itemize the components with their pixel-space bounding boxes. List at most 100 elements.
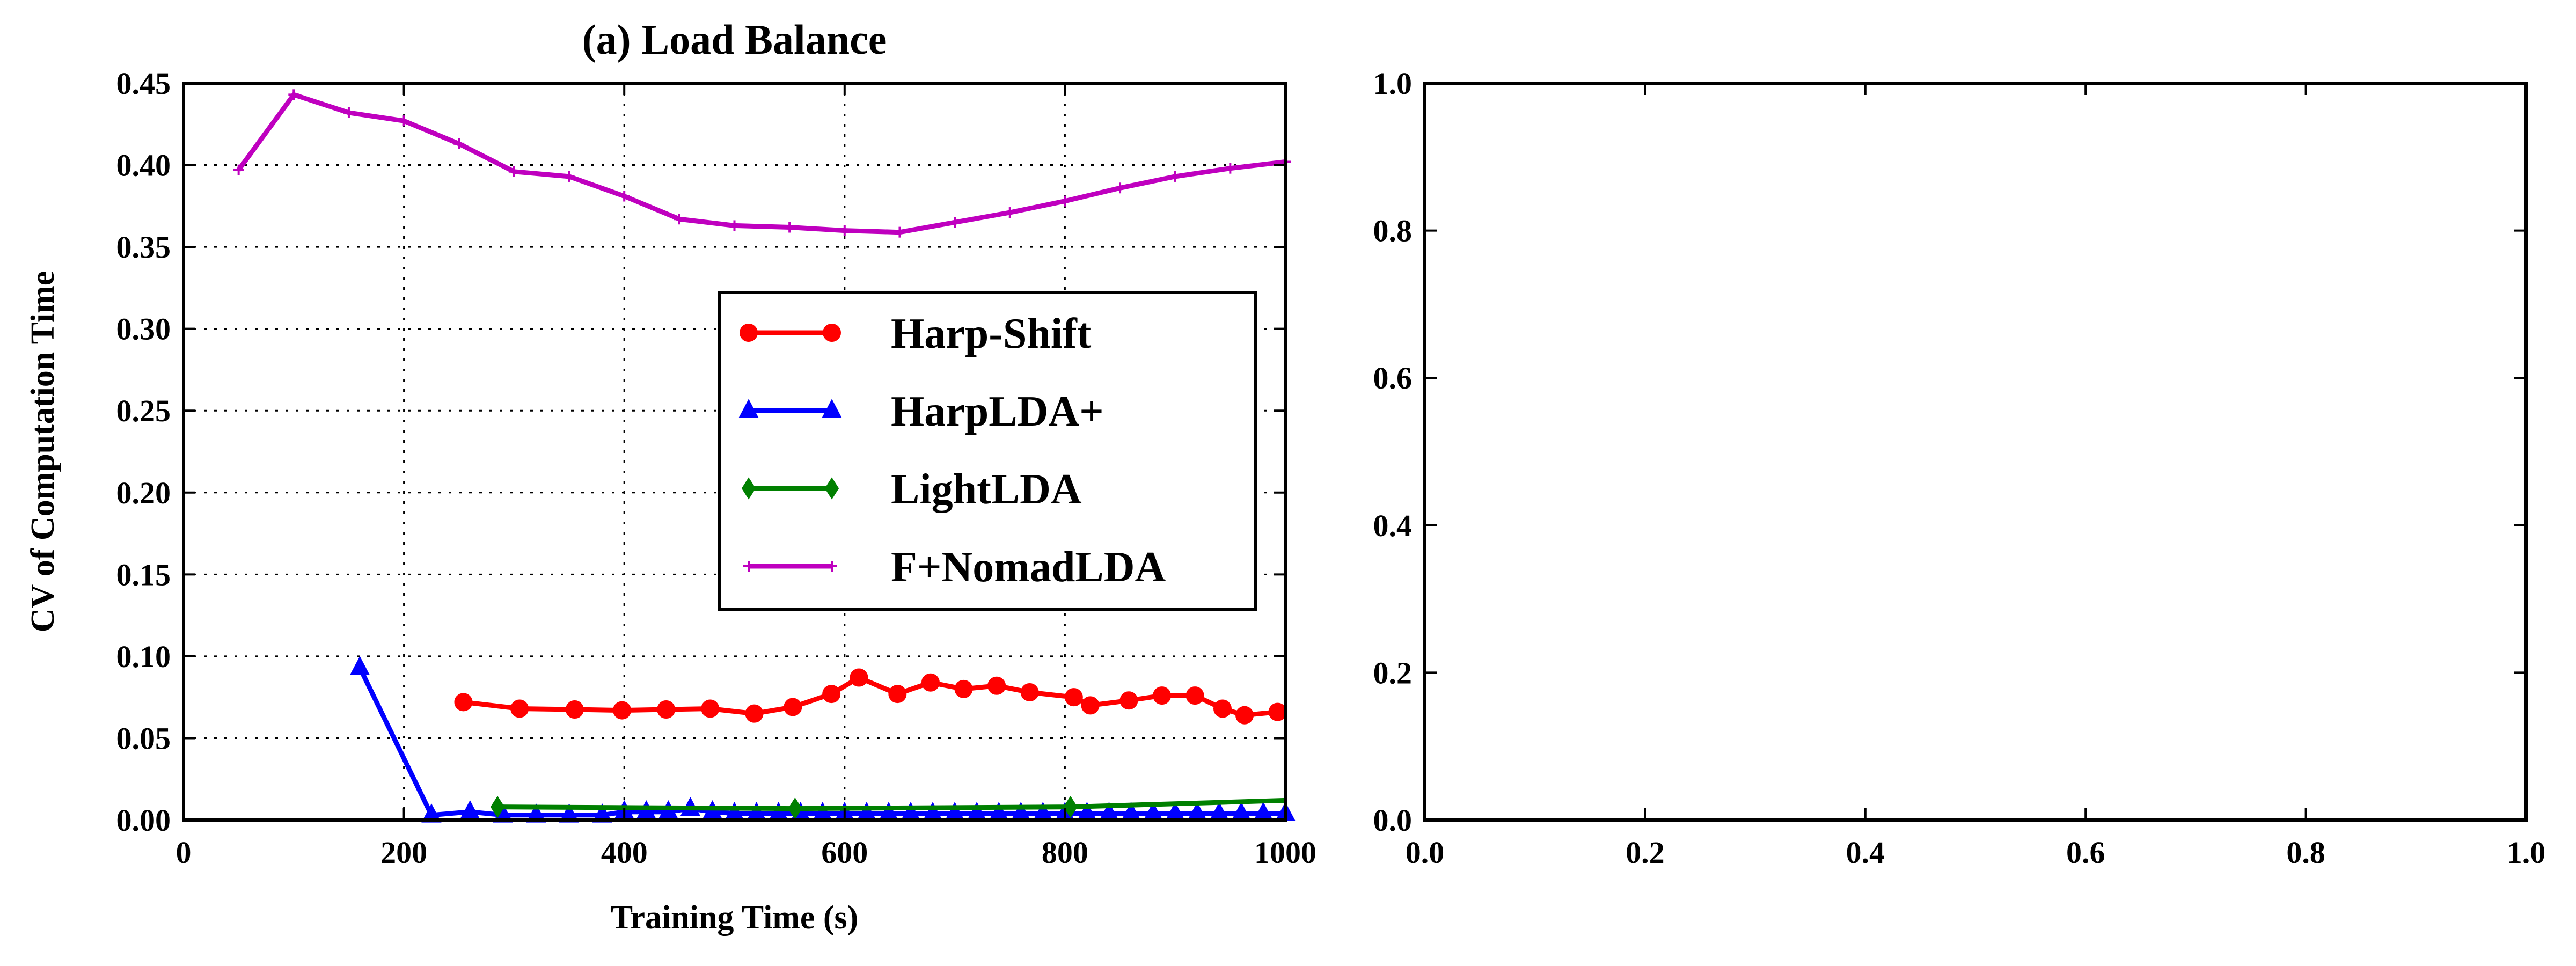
y-tick-label: 0.15 xyxy=(116,557,171,592)
x-axis-title: Training Time (s) xyxy=(611,899,859,936)
triangle-marker xyxy=(822,399,842,418)
circle-marker xyxy=(888,685,907,704)
plus-marker xyxy=(453,138,465,149)
series-lightlda xyxy=(490,795,1286,820)
x-tick-label: 800 xyxy=(1042,835,1088,870)
circle-marker xyxy=(987,676,1006,695)
circle-marker xyxy=(1064,688,1083,707)
y-tick-label: 0.10 xyxy=(116,639,171,674)
y-tick-label: 0.30 xyxy=(116,312,171,347)
plus-marker xyxy=(508,166,519,177)
legend-label: LightLDA xyxy=(891,466,1082,513)
x-tick-label: 0.8 xyxy=(2286,835,2325,870)
triangle-marker xyxy=(421,803,442,823)
y-tick-label: 0.35 xyxy=(116,230,171,265)
circle-marker xyxy=(954,679,973,698)
plus-marker xyxy=(949,217,961,228)
y-tick-label: 0.05 xyxy=(116,721,171,756)
x-tick-label: 0.2 xyxy=(1626,835,1665,870)
triangle-marker xyxy=(349,656,370,675)
circle-marker xyxy=(613,701,632,720)
circle-marker xyxy=(657,700,676,719)
circle-marker xyxy=(1185,686,1204,705)
triangle-marker xyxy=(592,803,612,823)
plus-marker xyxy=(1115,182,1126,194)
plus-marker xyxy=(564,171,575,182)
plus-marker xyxy=(288,89,299,100)
y-tick-label: 0.25 xyxy=(116,393,171,428)
plus-marker xyxy=(826,561,837,572)
series-harp-shift xyxy=(454,668,1287,724)
circle-marker xyxy=(1153,686,1172,705)
diamond-marker xyxy=(824,477,839,500)
x-tick-label: 0.6 xyxy=(2066,835,2105,870)
y-tick-label: 0.0 xyxy=(1373,803,1413,838)
diamond-marker xyxy=(490,795,505,818)
plus-marker xyxy=(1059,195,1071,207)
plus-marker xyxy=(233,164,244,175)
circle-marker xyxy=(850,668,868,687)
series-harplda xyxy=(349,656,1296,823)
circle-marker xyxy=(1081,696,1100,715)
plus-marker xyxy=(674,214,685,225)
x-tick-label: 200 xyxy=(380,835,427,870)
circle-marker xyxy=(921,673,940,692)
plus-marker xyxy=(894,226,905,238)
plus-marker xyxy=(619,191,630,202)
plus-marker xyxy=(784,222,795,233)
circle-marker xyxy=(1119,691,1138,710)
circle-marker xyxy=(1235,706,1254,724)
x-tick-label: 0 xyxy=(176,835,192,870)
legend: Harp-Shift HarpLDA+ LightLDA F+NomadLDA xyxy=(718,291,1257,611)
empty-chart: 0.0 0.2 0.4 0.6 0.8 1.0 0.0 0.2 0.4 0.6 0.8 1.0 xyxy=(1373,66,2546,870)
plus-marker xyxy=(1169,171,1181,182)
circle-marker xyxy=(510,699,529,718)
series-line xyxy=(497,797,1286,811)
y-tick-label: 0.00 xyxy=(116,803,171,838)
plus-marker xyxy=(1004,207,1015,218)
y-tick-label: 0.2 xyxy=(1373,655,1413,690)
legend-label: HarpLDA+ xyxy=(891,388,1104,435)
y-tick-labels: 0.00 0.05 0.10 0.15 0.20 0.25 0.30 0.35 0.40 0.45 xyxy=(116,66,171,838)
legend-item: LightLDA xyxy=(741,466,1082,513)
load-balance-chart: 0 200 400 600 800 1000 0.000.050.100.150.200.… xyxy=(25,16,1316,936)
series-layer xyxy=(233,89,1296,823)
circle-marker xyxy=(1268,702,1287,721)
circle-marker xyxy=(701,699,720,718)
legend-box xyxy=(718,291,1257,611)
x-tick-labels: 0.0 0.2 0.4 0.6 0.8 1.0 xyxy=(1406,835,2546,870)
y-axis-title: CV of Computation Time xyxy=(25,271,61,632)
plus-marker xyxy=(729,220,740,231)
plus-marker xyxy=(1225,163,1236,174)
x-tick-label: 1000 xyxy=(1254,835,1316,870)
y-tick-label: 0.6 xyxy=(1373,361,1413,396)
x-tick-label: 0.4 xyxy=(1846,835,1885,870)
circle-marker xyxy=(745,704,764,723)
circle-marker xyxy=(1020,683,1039,702)
diamond-marker xyxy=(741,477,756,500)
plus-marker xyxy=(398,115,409,127)
circle-marker xyxy=(740,324,758,342)
legend-label: F+NomadLDA xyxy=(891,544,1166,591)
x-tick-label: 1.0 xyxy=(2507,835,2546,870)
plus-marker xyxy=(743,561,754,572)
circle-marker xyxy=(822,685,841,704)
y-tick-label: 0.20 xyxy=(116,475,171,510)
legend-item: HarpLDA+ xyxy=(738,388,1104,435)
y-tick-label: 1.0 xyxy=(1373,66,1413,101)
chart-title: (a) Load Balance xyxy=(582,16,887,63)
plus-marker xyxy=(839,225,850,236)
legend-label: Harp-Shift xyxy=(891,310,1092,357)
x-tick-label: 400 xyxy=(601,835,648,870)
triangle-marker xyxy=(559,803,580,823)
legend-item: F+NomadLDA xyxy=(743,544,1166,591)
y-tick-label: 0.45 xyxy=(116,66,171,101)
circle-marker xyxy=(565,700,584,719)
y-tick-labels: 0.0 0.2 0.4 0.6 0.8 1.0 xyxy=(1373,66,1413,838)
y-tick-label: 0.40 xyxy=(116,148,171,183)
circle-marker xyxy=(454,693,473,712)
series-line xyxy=(236,92,1286,235)
series-f-nomadlda xyxy=(233,89,1291,238)
triangle-marker xyxy=(526,803,546,823)
